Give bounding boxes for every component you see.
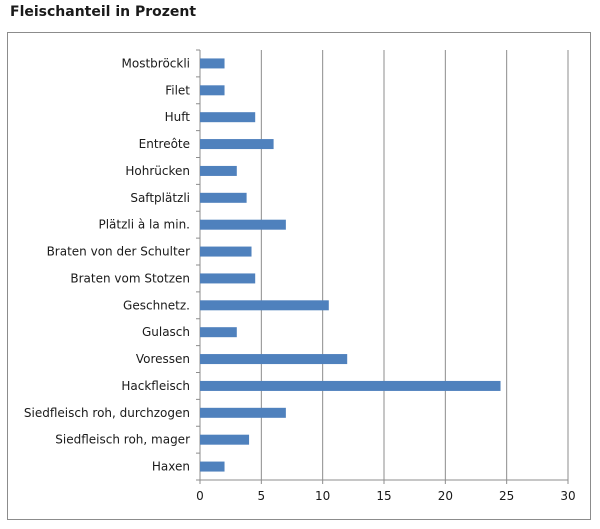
bar (200, 165, 237, 176)
bar (200, 85, 225, 96)
category-label: Geschnetz. (123, 298, 190, 312)
x-tick-label: 10 (315, 489, 330, 503)
bar (200, 112, 256, 123)
category-label: Braten vom Stotzen (70, 271, 190, 285)
x-tick-label: 25 (499, 489, 514, 503)
category-label: Siedfleisch roh, mager (55, 433, 190, 447)
category-label: Haxen (152, 460, 190, 474)
bar (200, 139, 274, 150)
bar (200, 273, 256, 284)
x-tick-label: 15 (376, 489, 391, 503)
x-tick-label: 30 (560, 489, 575, 503)
bar (200, 300, 329, 311)
x-tick-label: 20 (438, 489, 453, 503)
category-label: Mostbröckli (122, 56, 191, 70)
bar (200, 354, 348, 365)
bar (200, 327, 237, 338)
x-tick-label: 0 (196, 489, 204, 503)
category-label: Braten von der Schulter (47, 245, 190, 259)
bar (200, 219, 286, 230)
category-label: Saftplätzli (130, 191, 190, 205)
category-label: Gulasch (142, 325, 190, 339)
category-label: Hohrücken (125, 164, 190, 178)
category-label: Siedfleisch roh, durchzogen (24, 406, 190, 420)
category-label: Voressen (136, 352, 190, 366)
bar (200, 192, 247, 203)
category-label: Filet (165, 83, 190, 97)
bar (200, 461, 225, 472)
chart-title: Fleischanteil in Prozent (10, 4, 197, 20)
bar (200, 58, 225, 69)
bar (200, 246, 252, 257)
category-label: Plätzli à la min. (98, 218, 190, 232)
category-label: Huft (165, 110, 191, 124)
category-label: Hackfleisch (121, 379, 190, 393)
bar (200, 434, 250, 445)
bar (200, 407, 286, 418)
bar (200, 380, 501, 391)
x-tick-label: 5 (258, 489, 266, 503)
chart-frame (7, 32, 591, 520)
category-label: Entreôte (139, 137, 190, 151)
